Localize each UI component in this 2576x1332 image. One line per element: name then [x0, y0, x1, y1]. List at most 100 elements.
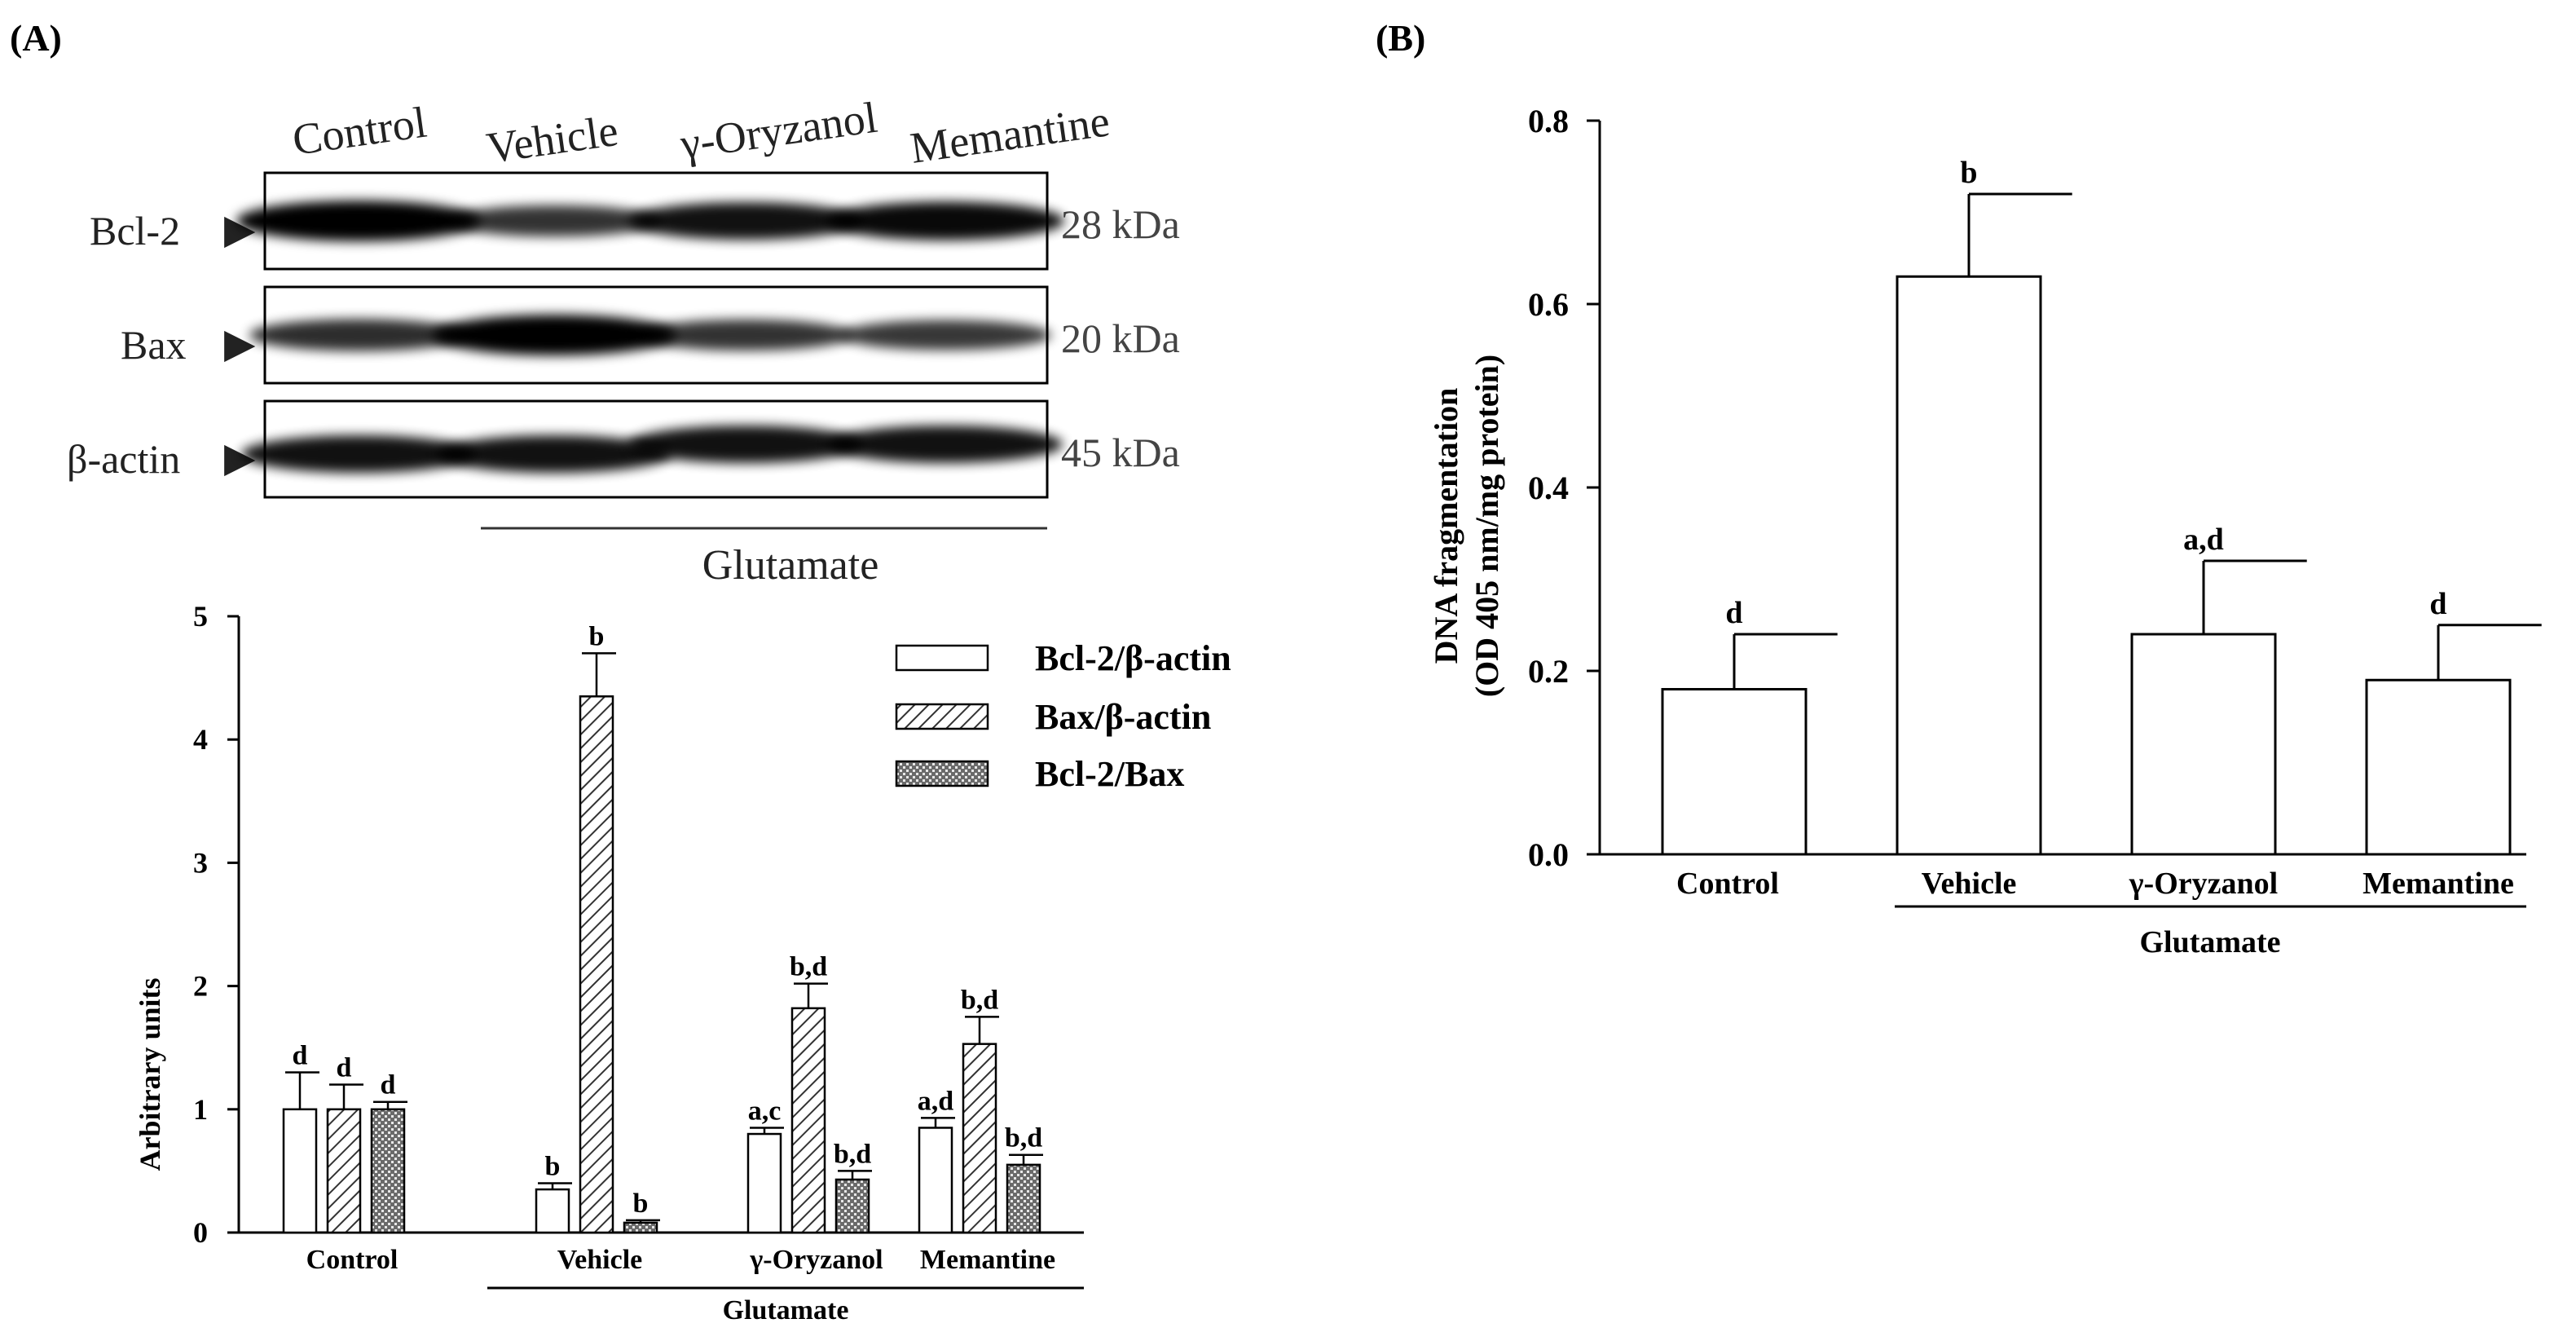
significance-label: b [545, 1152, 561, 1182]
bar-bax-actin [790, 1007, 826, 1234]
chart-a-categories: Control Vehicle γ-Oryzanol Memantine [306, 1245, 1055, 1275]
significance-label: d [381, 1070, 396, 1100]
significance-label: d [1725, 596, 1742, 630]
blot-band [432, 315, 676, 355]
y-tick-label: 0 [193, 1216, 208, 1249]
significance-label: b [1960, 156, 1977, 190]
bar-dna-fragmentation [1661, 688, 1808, 856]
chart-a-glutamate-label: Glutamate [723, 1295, 849, 1325]
y-tick-label: 0.8 [1528, 103, 1569, 139]
blot-band [826, 201, 1064, 240]
protein-label-bax: Bax [121, 322, 187, 368]
lane-label-vehicle: Vehicle [483, 106, 621, 173]
y-tick-label: 0.2 [1528, 653, 1569, 690]
significance-label: b,d [834, 1139, 871, 1169]
blot-band [236, 201, 481, 241]
chart-a-legend: Bcl-2/β-actin Bax/β-actin Bcl-2/Bax [895, 638, 1231, 794]
panel-a-label: (A) [10, 17, 62, 59]
blot-band [638, 319, 853, 351]
lane-labels: Control Vehicle γ-Oryzanol Memantine [289, 93, 1112, 173]
legend-swatch-bcl2-actin [895, 644, 989, 672]
significance-label: b,d [790, 952, 827, 982]
chart-a-ticks: 0 1 2 3 4 5 [193, 600, 239, 1249]
significance-label: a,d [2183, 523, 2224, 557]
bar-bax-actin [326, 1108, 362, 1234]
significance-label: b [589, 621, 605, 651]
kda-bcl2: 28 kDa [1061, 201, 1180, 247]
chart-b-ylabel-line2: (OD 405 nm/mg protein) [1469, 355, 1505, 697]
blot-band [839, 320, 1051, 351]
blot-band [249, 319, 468, 351]
kda-bax: 20 kDa [1061, 315, 1180, 361]
blot-band [437, 434, 672, 474]
y-tick-label: 0.0 [1528, 836, 1569, 873]
blot-rows: Bcl-2 ▶ Bax ▶ β-actin ▶ 28 kDa 20 kDa 45… [67, 171, 1180, 499]
y-tick-label: 2 [193, 970, 208, 1003]
chart-b-bars: d b a,d d [1661, 156, 2542, 856]
lane-label-memantine: Memantine [907, 96, 1112, 173]
significance-label: b,d [961, 985, 998, 1015]
legend-label-bcl2-actin: Bcl-2/β-actin [1035, 638, 1231, 678]
significance-label: a,d [918, 1086, 954, 1116]
blot-band [241, 434, 476, 474]
category-label: Memantine [920, 1245, 1055, 1275]
y-tick-label: 5 [193, 600, 208, 633]
category-label: Control [1676, 867, 1779, 901]
legend-label-bcl2-bax: Bcl-2/Bax [1035, 754, 1184, 794]
bar-bax-actin [962, 1043, 997, 1234]
arrow-icon: ▶ [224, 320, 256, 366]
significance-label: a,c [748, 1096, 782, 1126]
bar-dna-fragmentation [1896, 275, 2042, 856]
protein-label-actin: β-actin [67, 436, 180, 482]
bar-bcl2-bax [834, 1178, 870, 1234]
bar-dna-fragmentation [2130, 633, 2277, 856]
chart-b-glutamate-label: Glutamate [2139, 925, 2280, 959]
significance-label: d [2429, 587, 2446, 621]
y-tick-label: 4 [193, 723, 208, 756]
chart-b-ylabel-line1: DNA fragmentation [1428, 388, 1464, 664]
legend-label-bax-actin: Bax/β-actin [1035, 697, 1211, 737]
bar-bcl2-bax [370, 1108, 406, 1234]
category-label: Vehicle [1922, 867, 2017, 901]
bar-bcl2-bax [1006, 1163, 1041, 1234]
bar-bcl2-actin [282, 1108, 318, 1234]
blot-band [628, 201, 863, 240]
lane-label-control: Control [289, 98, 429, 165]
category-label: γ-Oryzanol [2129, 867, 2278, 901]
y-tick-label: 3 [193, 846, 208, 879]
chart-b-ticks: 0.0 0.2 0.4 0.6 0.8 [1528, 103, 1600, 873]
glutamate-label-blot: Glutamate [702, 542, 879, 589]
panel-b-label: (B) [1376, 17, 1425, 59]
category-label: Memantine [2362, 867, 2514, 901]
significance-label: b,d [1005, 1123, 1042, 1153]
bar-dna-fragmentation [2365, 678, 2512, 856]
significance-label: d [293, 1040, 308, 1070]
kda-actin: 45 kDa [1061, 430, 1180, 475]
category-label: Control [306, 1245, 399, 1275]
chart-b-categories: Control Vehicle γ-Oryzanol Memantine [1676, 867, 2514, 901]
significance-label: b [633, 1189, 649, 1219]
significance-label: d [337, 1053, 352, 1083]
lane-label-oryzanol: γ-Oryzanol [676, 93, 880, 169]
blot-band [628, 425, 863, 464]
y-tick-label: 1 [193, 1093, 208, 1126]
blot-bands [236, 201, 1064, 474]
bar-bcl2-actin [535, 1188, 570, 1234]
blot-band [447, 205, 662, 237]
bar-bcl2-actin [746, 1132, 782, 1234]
bar-bcl2-actin [918, 1127, 953, 1234]
category-label: Vehicle [557, 1245, 643, 1275]
category-label: γ-Oryzanol [749, 1245, 883, 1275]
legend-swatch-bax-actin [895, 703, 989, 730]
chart-a-ylabel: Arbitrary units [134, 978, 166, 1171]
bar-bcl2-bax [623, 1221, 658, 1234]
bar-bax-actin [579, 695, 614, 1234]
chart-dna-fragmentation: DNA fragmentation (OD 405 nm/mg protein)… [1428, 103, 2542, 959]
protein-label-bcl2: Bcl-2 [90, 208, 180, 254]
blot-band [828, 425, 1063, 464]
legend-swatch-bcl2-bax [895, 760, 989, 787]
y-tick-label: 0.6 [1528, 286, 1569, 323]
